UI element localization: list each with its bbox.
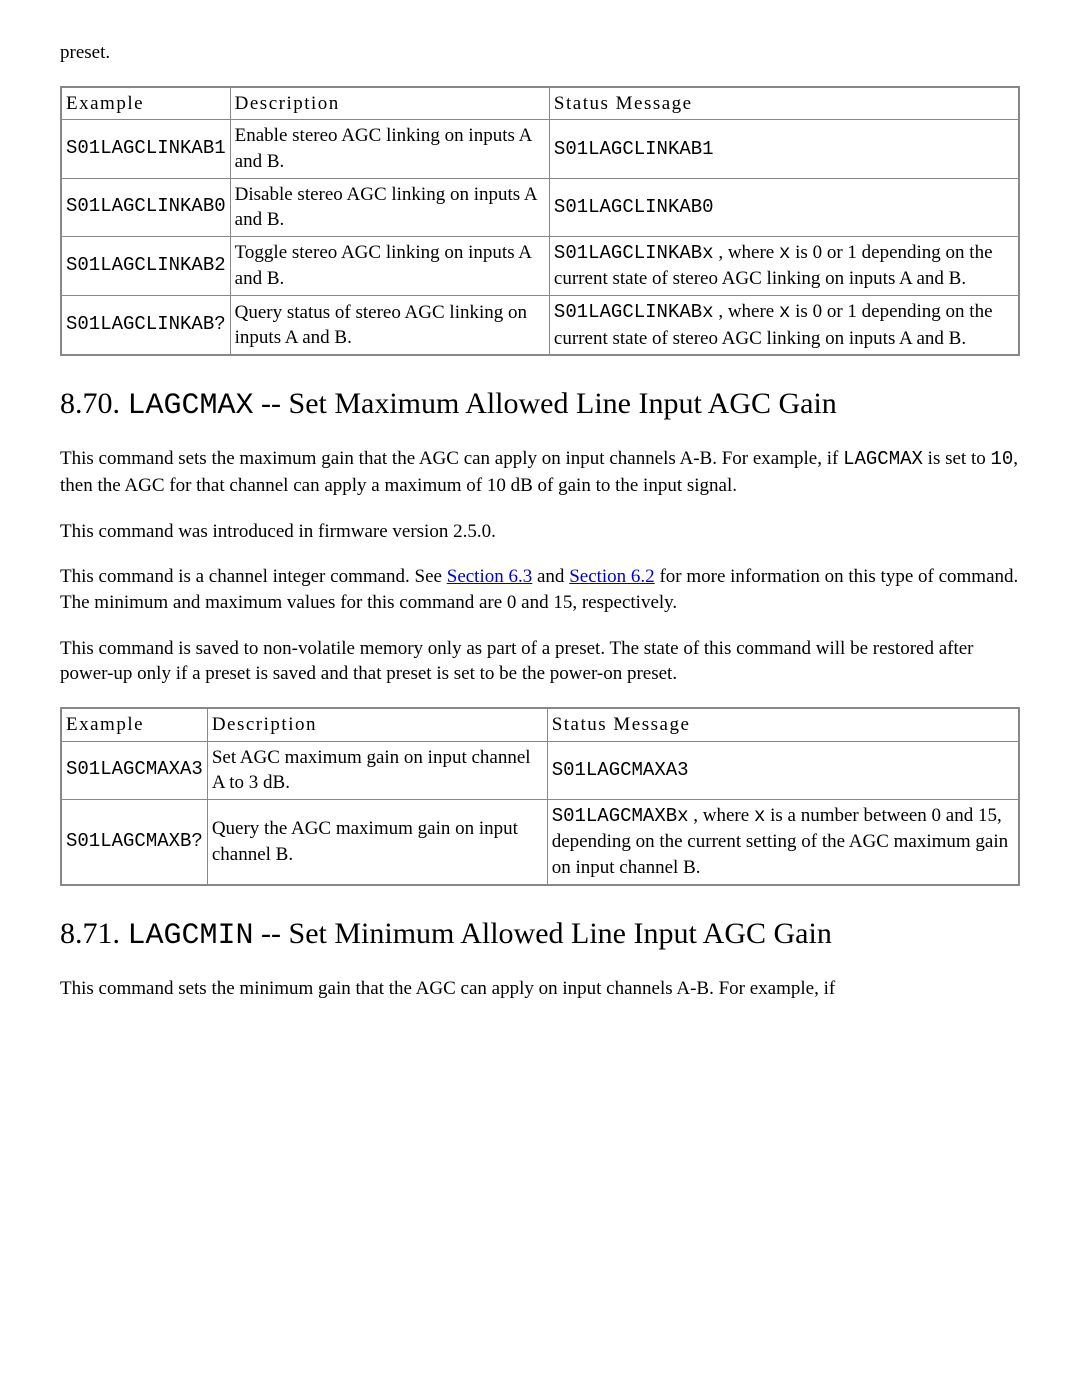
para-870-4: This command is saved to non-volatile me… — [60, 636, 1020, 687]
table-row: S01LAGCLINKAB2 Toggle stereo AGC linking… — [61, 236, 1019, 295]
table-lagclinkab: Example Description Status Message S01LA… — [60, 86, 1020, 357]
table-header-row: Example Description Status Message — [61, 708, 1019, 741]
para-870-2: This command was introduced in firmware … — [60, 519, 1020, 545]
cell-status: S01LAGCLINKAB1 — [549, 120, 1019, 178]
cell-example: S01LAGCLINKAB0 — [61, 178, 230, 236]
table-row: S01LAGCLINKAB? Query status of stereo AG… — [61, 296, 1019, 356]
cell-example: S01LAGCLINKAB2 — [61, 236, 230, 295]
section-heading-871: 8.71. LAGCMIN -- Set Minimum Allowed Lin… — [60, 914, 1020, 956]
cell-example: S01LAGCMAXA3 — [61, 741, 207, 799]
th-example: Example — [61, 708, 207, 741]
cell-example: S01LAGCLINKAB1 — [61, 120, 230, 178]
cell-desc: Query the AGC maximum gain on input chan… — [207, 799, 547, 884]
th-description: Description — [230, 87, 549, 120]
para-871-1: This command sets the minimum gain that … — [60, 976, 1020, 1002]
th-status: Status Message — [547, 708, 1019, 741]
cell-desc: Enable stereo AGC linking on inputs A an… — [230, 120, 549, 178]
th-description: Description — [207, 708, 547, 741]
cell-status: S01LAGCMAXBx , where x is a number betwe… — [547, 799, 1019, 884]
table-row: S01LAGCLINKAB0 Disable stereo AGC linkin… — [61, 178, 1019, 236]
table-row: S01LAGCLINKAB1 Enable stereo AGC linking… — [61, 120, 1019, 178]
cell-example: S01LAGCLINKAB? — [61, 296, 230, 356]
para-870-1: This command sets the maximum gain that … — [60, 446, 1020, 498]
table-row: S01LAGCMAXB? Query the AGC maximum gain … — [61, 799, 1019, 884]
table-header-row: Example Description Status Message — [61, 87, 1019, 120]
cell-status: S01LAGCLINKAB0 — [549, 178, 1019, 236]
cell-desc: Set AGC maximum gain on input channel A … — [207, 741, 547, 799]
cell-desc: Disable stereo AGC linking on inputs A a… — [230, 178, 549, 236]
para-870-3: This command is a channel integer comman… — [60, 564, 1020, 615]
cell-desc: Toggle stereo AGC linking on inputs A an… — [230, 236, 549, 295]
th-example: Example — [61, 87, 230, 120]
cell-status: S01LAGCLINKABx , where x is 0 or 1 depen… — [549, 296, 1019, 356]
th-status: Status Message — [549, 87, 1019, 120]
cell-example: S01LAGCMAXB? — [61, 799, 207, 884]
intro-fragment: preset. — [60, 40, 1020, 66]
cell-status: S01LAGCMAXA3 — [547, 741, 1019, 799]
section-heading-870: 8.70. LAGCMAX -- Set Maximum Allowed Lin… — [60, 384, 1020, 426]
link-section-6-3[interactable]: Section 6.3 — [447, 566, 533, 587]
cell-desc: Query status of stereo AGC linking on in… — [230, 296, 549, 356]
cell-status: S01LAGCLINKABx , where x is 0 or 1 depen… — [549, 236, 1019, 295]
link-section-6-2[interactable]: Section 6.2 — [569, 566, 655, 587]
table-row: S01LAGCMAXA3 Set AGC maximum gain on inp… — [61, 741, 1019, 799]
table-lagcmax: Example Description Status Message S01LA… — [60, 707, 1020, 886]
